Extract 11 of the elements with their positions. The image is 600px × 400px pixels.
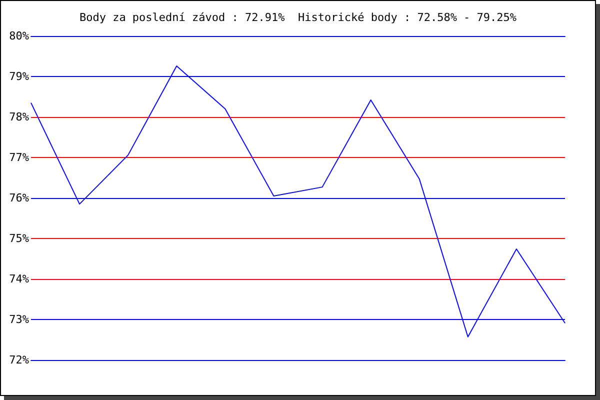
chart-title: Body za poslední závod : 72.91% Historické body : 72.58% - 79.25% bbox=[79, 11, 517, 24]
y-tick-label: 74% bbox=[9, 272, 30, 286]
y-tick-label: 77% bbox=[9, 151, 30, 164]
y-tick-label: 80% bbox=[9, 30, 30, 42]
y-tick-label: 78% bbox=[9, 110, 30, 124]
y-tick-label: 76% bbox=[9, 192, 30, 204]
y-tick-label: 73% bbox=[9, 313, 30, 326]
line-series bbox=[30, 65, 566, 338]
y-tick-label: 75% bbox=[9, 232, 30, 245]
y-tick-label: 72% bbox=[9, 354, 30, 366]
y-tick-label: 79% bbox=[9, 70, 30, 83]
